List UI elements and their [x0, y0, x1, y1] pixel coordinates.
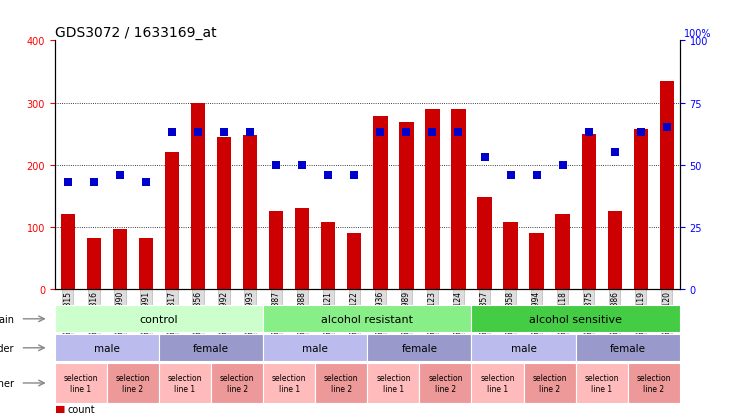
Bar [55, 306, 263, 332]
Bar [504, 223, 518, 289]
Point [452, 130, 464, 136]
Point [270, 162, 282, 169]
Bar [321, 223, 336, 289]
Text: count: count [68, 404, 96, 413]
Point [192, 130, 204, 136]
Bar [165, 153, 179, 289]
Text: male: male [511, 343, 537, 353]
Text: other: other [0, 378, 14, 388]
Bar [477, 197, 492, 289]
Point [296, 162, 308, 169]
Text: selection
line 1: selection line 1 [376, 373, 411, 393]
Text: selection
line 2: selection line 2 [428, 373, 463, 393]
Point [244, 130, 256, 136]
Point [609, 150, 621, 156]
Text: strain: strain [0, 314, 14, 324]
Text: 100%: 100% [684, 28, 711, 38]
Bar [269, 212, 284, 289]
Bar [399, 123, 414, 289]
Text: selection
line 1: selection line 1 [272, 373, 306, 393]
Point [401, 130, 412, 136]
Bar [420, 363, 471, 403]
Point [661, 125, 673, 131]
Bar [575, 335, 680, 361]
Point [88, 179, 99, 186]
Point [557, 162, 569, 169]
Text: gender: gender [0, 343, 14, 353]
Point [114, 172, 126, 178]
Bar [191, 103, 205, 289]
Text: male: male [303, 343, 328, 353]
Bar [263, 363, 315, 403]
Bar [556, 215, 569, 289]
Text: selection
line 1: selection line 1 [64, 373, 98, 393]
Bar [575, 363, 628, 403]
Bar [61, 215, 75, 289]
Bar [347, 233, 361, 289]
Bar [374, 117, 387, 289]
Point [349, 172, 360, 178]
Bar [315, 363, 367, 403]
Point [140, 179, 152, 186]
Point [62, 179, 74, 186]
Text: selection
line 1: selection line 1 [585, 373, 619, 393]
Bar [139, 238, 153, 289]
Bar [628, 363, 680, 403]
Point [322, 172, 334, 178]
Bar [367, 335, 471, 361]
Bar [263, 335, 367, 361]
Text: control: control [140, 314, 178, 324]
Text: alcohol sensitive: alcohol sensitive [529, 314, 622, 324]
Bar [582, 134, 596, 289]
Point [479, 154, 491, 161]
Bar [263, 306, 471, 332]
Text: selection
line 2: selection line 2 [220, 373, 254, 393]
Text: selection
line 2: selection line 2 [115, 373, 150, 393]
Bar [451, 109, 466, 289]
Text: selection
line 2: selection line 2 [637, 373, 671, 393]
Bar [159, 363, 211, 403]
Bar [634, 129, 648, 289]
Bar [107, 363, 159, 403]
Point [374, 130, 386, 136]
Bar [659, 82, 674, 289]
Bar [523, 363, 575, 403]
Bar [425, 109, 439, 289]
Bar [211, 363, 263, 403]
Bar [529, 233, 544, 289]
Point [166, 130, 178, 136]
Text: selection
line 2: selection line 2 [532, 373, 567, 393]
Point [504, 172, 516, 178]
Text: alcohol resistant: alcohol resistant [322, 314, 413, 324]
Text: male: male [94, 343, 120, 353]
Point [531, 172, 542, 178]
Text: selection
line 1: selection line 1 [480, 373, 515, 393]
Text: selection
line 2: selection line 2 [324, 373, 358, 393]
Bar [607, 212, 622, 289]
Bar [55, 363, 107, 403]
Point [635, 130, 647, 136]
Bar [471, 306, 680, 332]
Text: female: female [193, 343, 229, 353]
Text: female: female [610, 343, 645, 353]
Bar [87, 238, 101, 289]
Bar [55, 335, 159, 361]
Bar [217, 138, 231, 289]
Bar [295, 209, 309, 289]
Text: ■: ■ [55, 404, 69, 413]
Bar [471, 363, 523, 403]
Point [219, 130, 230, 136]
Point [583, 130, 594, 136]
Text: selection
line 1: selection line 1 [168, 373, 202, 393]
Text: GDS3072 / 1633169_at: GDS3072 / 1633169_at [55, 26, 216, 40]
Bar [243, 135, 257, 289]
Point [427, 130, 439, 136]
Bar [113, 229, 127, 289]
Bar [471, 335, 575, 361]
Bar [367, 363, 420, 403]
Text: female: female [401, 343, 437, 353]
Bar [159, 335, 263, 361]
